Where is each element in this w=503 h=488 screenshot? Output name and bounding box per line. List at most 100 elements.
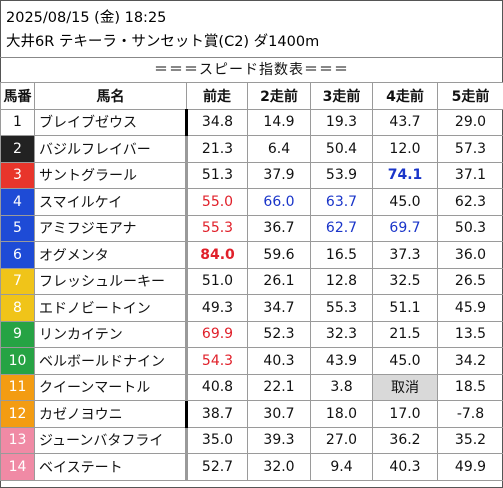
speed-index-cell: 27.0 [310, 426, 373, 454]
speed-index-cell: 29.0 [437, 108, 503, 136]
speed-index-cell: 30.7 [247, 400, 311, 428]
race-datetime: 2025/08/15 (金) 18:25 [6, 10, 167, 26]
table-row: 2 バジルフレイバー 21.3 6.4 50.4 12.0 57.3 [0, 135, 503, 163]
table-row: 3 サントグラール 51.3 37.9 53.9 74.1 37.1 [0, 161, 503, 189]
speed-index-cell: 16.5 [310, 241, 373, 269]
horse-name: サントグラール [34, 161, 187, 189]
horse-name: ブレイブゼウス [34, 108, 187, 136]
table-row: 9 リンカイテン 69.9 52.3 32.3 21.5 13.5 [0, 320, 503, 348]
speed-index-cell: 18.5 [437, 373, 503, 401]
speed-index-cell: 40.3 [372, 453, 438, 481]
speed-index-cell: 51.3 [185, 161, 248, 189]
speed-index-cell: 26.1 [247, 267, 311, 295]
speed-index-cell: 34.7 [247, 294, 311, 322]
speed-index-cell: 53.9 [310, 161, 373, 189]
table-row: 14 ベイステート 52.7 32.0 9.4 40.3 49.9 [0, 453, 503, 481]
speed-index-cell: 6.4 [247, 135, 311, 163]
horse-number: 1 [0, 108, 35, 136]
speed-index-cell: 49.3 [185, 294, 248, 322]
horse-number: 4 [0, 188, 35, 216]
table-row: 8 エドノビートイン 49.3 34.7 55.3 51.1 45.9 [0, 294, 503, 322]
speed-index-cell: -7.8 [437, 400, 503, 428]
speed-index-cell: 36.2 [372, 426, 438, 454]
table-row: 1 ブレイブゼウス 34.8 14.9 19.3 43.7 29.0 [0, 108, 503, 136]
speed-index-cell: 52.7 [185, 453, 248, 481]
speed-index-cell: 55.3 [185, 214, 248, 242]
horse-number: 12 [0, 400, 35, 428]
horse-name: ベイステート [34, 453, 187, 481]
speed-index-cell: 22.1 [247, 373, 311, 401]
horse-name: カゼノヨウニ [34, 400, 187, 428]
table-row: 7 フレッシュルーキー 51.0 26.1 12.8 32.5 26.5 [0, 267, 503, 295]
speed-index-cell: 62.7 [310, 214, 373, 242]
speed-index-cell: 21.3 [185, 135, 248, 163]
speed-index-cell: 50.4 [310, 135, 373, 163]
speed-index-cell: 43.7 [372, 108, 438, 136]
speed-index-cell: 55.3 [310, 294, 373, 322]
speed-index-cell: 84.0 [185, 241, 248, 269]
col-header-number: 馬番 [0, 82, 35, 110]
speed-index-cell: 18.0 [310, 400, 373, 428]
speed-index-cell: 38.7 [185, 400, 248, 428]
speed-index-cell: 57.3 [437, 135, 503, 163]
speed-index-cell: 40.3 [247, 347, 311, 375]
speed-index-cell: 32.3 [310, 320, 373, 348]
speed-index-cell: 32.5 [372, 267, 438, 295]
col-header-last-race: 前走 [186, 82, 248, 110]
horse-number: 8 [0, 294, 35, 322]
horse-number: 11 [0, 373, 35, 401]
speed-index-cell: 55.0 [185, 188, 248, 216]
horse-name: アミフジモアナ [34, 214, 187, 242]
speed-index-cell: 45.9 [437, 294, 503, 322]
speed-index-cell: 35.0 [185, 426, 248, 454]
speed-index-cell: 34.2 [437, 347, 503, 375]
speed-index-cell: 59.6 [247, 241, 311, 269]
horse-number: 2 [0, 135, 35, 163]
col-header-2-races-ago: 2走前 [247, 82, 311, 110]
speed-index-cell: 63.7 [310, 188, 373, 216]
col-header-3-races-ago: 3走前 [310, 82, 373, 110]
horse-name: オグメンタ [34, 241, 187, 269]
horse-number: 7 [0, 267, 35, 295]
horse-number: 9 [0, 320, 35, 348]
horse-number: 5 [0, 214, 35, 242]
speed-index-cell: 12.8 [310, 267, 373, 295]
horse-number: 6 [0, 241, 35, 269]
horse-number: 3 [0, 161, 35, 189]
horse-name: ジューンバタフライ [34, 426, 187, 454]
speed-index-cell: 36.0 [437, 241, 503, 269]
speed-index-cell: 69.7 [372, 214, 438, 242]
speed-index-cell: 37.1 [437, 161, 503, 189]
table-row: 6 オグメンタ 84.0 59.6 16.5 37.3 36.0 [0, 241, 503, 269]
col-header-horse-name: 馬名 [34, 82, 187, 110]
speed-index-cell: 45.0 [372, 347, 438, 375]
speed-index-cell: 17.0 [372, 400, 438, 428]
speed-index-cell: 3.8 [310, 373, 373, 401]
horse-name: ベルボールドナイン [34, 347, 187, 375]
speed-index-cell: 51.1 [372, 294, 438, 322]
speed-index-cell: 49.9 [437, 453, 503, 481]
horse-name: バジルフレイバー [34, 135, 187, 163]
horse-number: 14 [0, 453, 35, 481]
speed-index-cell: 21.5 [372, 320, 438, 348]
table-row: 12 カゼノヨウニ 38.7 30.7 18.0 17.0 -7.8 [0, 400, 503, 428]
col-header-4-races-ago: 4走前 [372, 82, 438, 110]
speed-index-cell: 26.5 [437, 267, 503, 295]
table-header-row: 馬番 馬名 前走 2走前 3走前 4走前 5走前 [0, 82, 503, 110]
table-row: 10 ベルボールドナイン 54.3 40.3 43.9 45.0 34.2 [0, 347, 503, 375]
speed-index-cell: 50.3 [437, 214, 503, 242]
table-row: 13 ジューンバタフライ 35.0 39.3 27.0 36.2 35.2 [0, 426, 503, 454]
speed-index-cell: 74.1 [372, 161, 438, 189]
speed-index-cell: 69.9 [185, 320, 248, 348]
horse-name: スマイルケイ [34, 188, 187, 216]
speed-index-cell: 62.3 [437, 188, 503, 216]
table-row: 5 アミフジモアナ 55.3 36.7 62.7 69.7 50.3 [0, 214, 503, 242]
speed-index-cell: 66.0 [247, 188, 311, 216]
speed-index-cell: 39.3 [247, 426, 311, 454]
speed-index-cell: 45.0 [372, 188, 438, 216]
table-row: 11 クイーンマートル 40.8 22.1 3.8 取消 18.5 [0, 373, 503, 401]
horse-name: クイーンマートル [34, 373, 187, 401]
speed-index-cell: 51.0 [185, 267, 248, 295]
race-title: 大井6R テキーラ・サンセット賞(C2) ダ1400m [6, 34, 320, 50]
speed-index-cell: 37.9 [247, 161, 311, 189]
